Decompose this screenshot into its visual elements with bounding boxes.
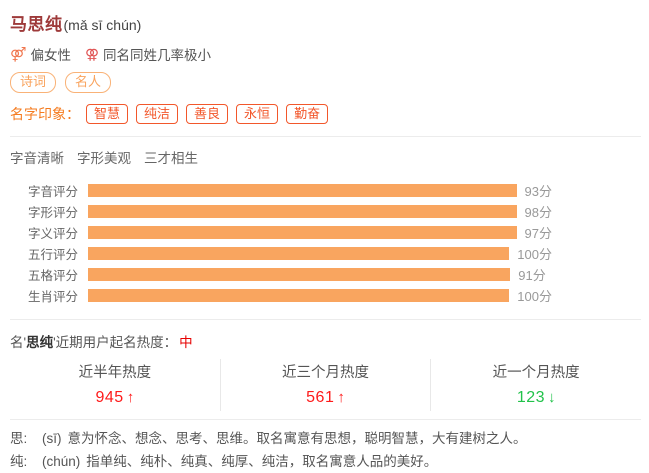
popularity-col-half-year: 近半年热度 945 ↑ — [10, 359, 220, 411]
meaning-pinyin: (sī) — [42, 431, 62, 446]
score-bar — [88, 247, 510, 260]
source-tag-row: 诗词 名人 — [10, 72, 641, 93]
meaning-row: 纯: (chún) 指单纯、纯朴、纯真、纯厚、纯洁，取名寓意人品的美好。 — [10, 450, 641, 473]
bar-area: 97分 — [88, 223, 552, 242]
bar-area: 93分 — [88, 181, 552, 200]
chart-row: 字形评分 98分 — [28, 201, 641, 222]
score-bar — [88, 289, 510, 302]
meaning-text: 指单纯、纯朴、纯真、纯厚、纯洁，取名寓意人品的美好。 — [86, 454, 438, 469]
feature-summary-row: 字音清晰 字形美观 三才相生 — [10, 147, 641, 167]
chart-row: 五行评分 100分 — [28, 243, 641, 264]
popularity-columns: 近半年热度 945 ↑ 近三个月热度 561 ↑ 近一个月热度 123 ↓ — [10, 359, 641, 411]
chart-category-label: 五格评分 — [28, 269, 79, 283]
impression-tag: 善良 — [186, 104, 229, 124]
popularity-col-value: 945 ↑ — [10, 389, 220, 407]
chart-row: 字音评分 93分 — [28, 180, 641, 201]
popularity-header: 名'思纯'近期用户起名热度：中 — [10, 331, 641, 351]
score-value-label: 98分 — [524, 205, 552, 220]
popularity-col-three-months: 近三个月热度 561 ↑ — [219, 359, 431, 411]
chart-row: 五格评分 91分 — [28, 264, 641, 285]
meaning-row: 思: (sī) 意为怀念、想念、思考、思维。取名寓意有思想，聪明智慧，大有建树之… — [10, 427, 641, 450]
chart-category-label: 生肖评分 — [28, 290, 79, 304]
meaning-text: 意为怀念、想念、思考、思维。取名寓意有思想，聪明智慧，大有建树之人。 — [67, 431, 527, 446]
popularity-name: 思纯 — [26, 335, 54, 350]
score-value-label: 97分 — [524, 226, 552, 241]
title-row: 马思纯 (mǎ sī chún) — [10, 10, 641, 35]
chart-category-label: 五行评分 — [28, 248, 79, 262]
trend-down-icon: ↓ — [548, 389, 556, 406]
popularity-level-badge: 中 — [179, 335, 193, 350]
score-bar — [88, 226, 517, 239]
chart-category-label: 字形评分 — [28, 206, 79, 220]
divider — [10, 319, 641, 320]
popularity-col-value: 123 ↓ — [431, 389, 641, 407]
chart-category-label: 字音评分 — [28, 185, 79, 199]
score-bar — [88, 268, 511, 281]
same-name-icon: ⚢ — [84, 45, 100, 62]
popularity-col-label: 近半年热度 — [78, 365, 152, 381]
name-analysis-page: 马思纯 (mǎ sī chún) ⚤ 偏女性 ⚢ 同名同姓几率极小 诗词 名人 … — [10, 10, 641, 469]
popularity-col-value: 561 ↑ — [221, 389, 431, 407]
bar-area: 100分 — [88, 286, 552, 305]
score-bar — [88, 205, 517, 218]
chart-category-label: 字义评分 — [28, 227, 79, 241]
score-bar-chart: 字音评分 93分 字形评分 98分 字义评分 97分 五行评分 100 — [28, 180, 641, 306]
feature-sancai: 三才相生 — [144, 151, 198, 166]
chart-row: 字义评分 97分 — [28, 222, 641, 243]
gender-icon: ⚤ — [10, 45, 27, 62]
trend-up-icon: ↑ — [126, 389, 135, 406]
bar-area: 100分 — [88, 244, 552, 263]
score-value-label: 100分 — [517, 247, 552, 262]
impression-tag: 智慧 — [86, 104, 129, 124]
page-title: 马思纯 — [10, 15, 63, 34]
name-meta-row: ⚤ 偏女性 ⚢ 同名同姓几率极小 — [10, 44, 641, 64]
score-value-label: 100分 — [517, 289, 552, 304]
meaning-char: 思: — [10, 431, 28, 446]
tag-celebrity[interactable]: 名人 — [65, 72, 112, 93]
popularity-number: 123 — [516, 389, 546, 406]
impression-label: 名字印象： — [10, 106, 80, 122]
impression-tag: 勤奋 — [286, 104, 329, 124]
popularity-col-one-month: 近一个月热度 123 ↓ — [430, 359, 641, 411]
feature-shape: 字形美观 — [77, 151, 131, 166]
impression-tag: 纯洁 — [136, 104, 179, 124]
divider — [10, 419, 641, 420]
trend-up-icon: ↑ — [337, 389, 345, 406]
popularity-suffix: '近期用户起名热度： — [53, 335, 178, 350]
divider — [10, 136, 641, 137]
popularity-number: 945 — [95, 389, 124, 406]
chart-row: 生肖评分 100分 — [28, 285, 641, 306]
impression-row: 名字印象： 智慧 纯洁 善良 永恒 勤奋 — [10, 104, 641, 124]
meaning-char: 纯: — [10, 454, 28, 469]
popularity-number: 561 — [306, 389, 335, 406]
meaning-pinyin: (chún) — [42, 454, 81, 469]
popularity-prefix: 名' — [10, 335, 27, 350]
feature-sound: 字音清晰 — [10, 151, 64, 166]
bar-area: 98分 — [88, 202, 552, 221]
popularity-col-label: 近三个月热度 — [282, 365, 369, 381]
impression-tag: 永恒 — [236, 104, 279, 124]
same-name-probability-label: 同名同姓几率极小 — [103, 48, 212, 63]
character-meanings: 思: (sī) 意为怀念、想念、思考、思维。取名寓意有思想，聪明智慧，大有建树之… — [10, 427, 641, 473]
name-pinyin: (mǎ sī chún) — [63, 17, 142, 33]
gender-tendency-label: 偏女性 — [30, 48, 71, 63]
score-value-label: 91分 — [518, 268, 546, 283]
bar-area: 91分 — [88, 265, 552, 284]
score-value-label: 93分 — [524, 184, 552, 199]
popularity-col-label: 近一个月热度 — [492, 365, 580, 381]
tag-poetry[interactable]: 诗词 — [10, 72, 57, 93]
score-bar — [88, 184, 517, 197]
